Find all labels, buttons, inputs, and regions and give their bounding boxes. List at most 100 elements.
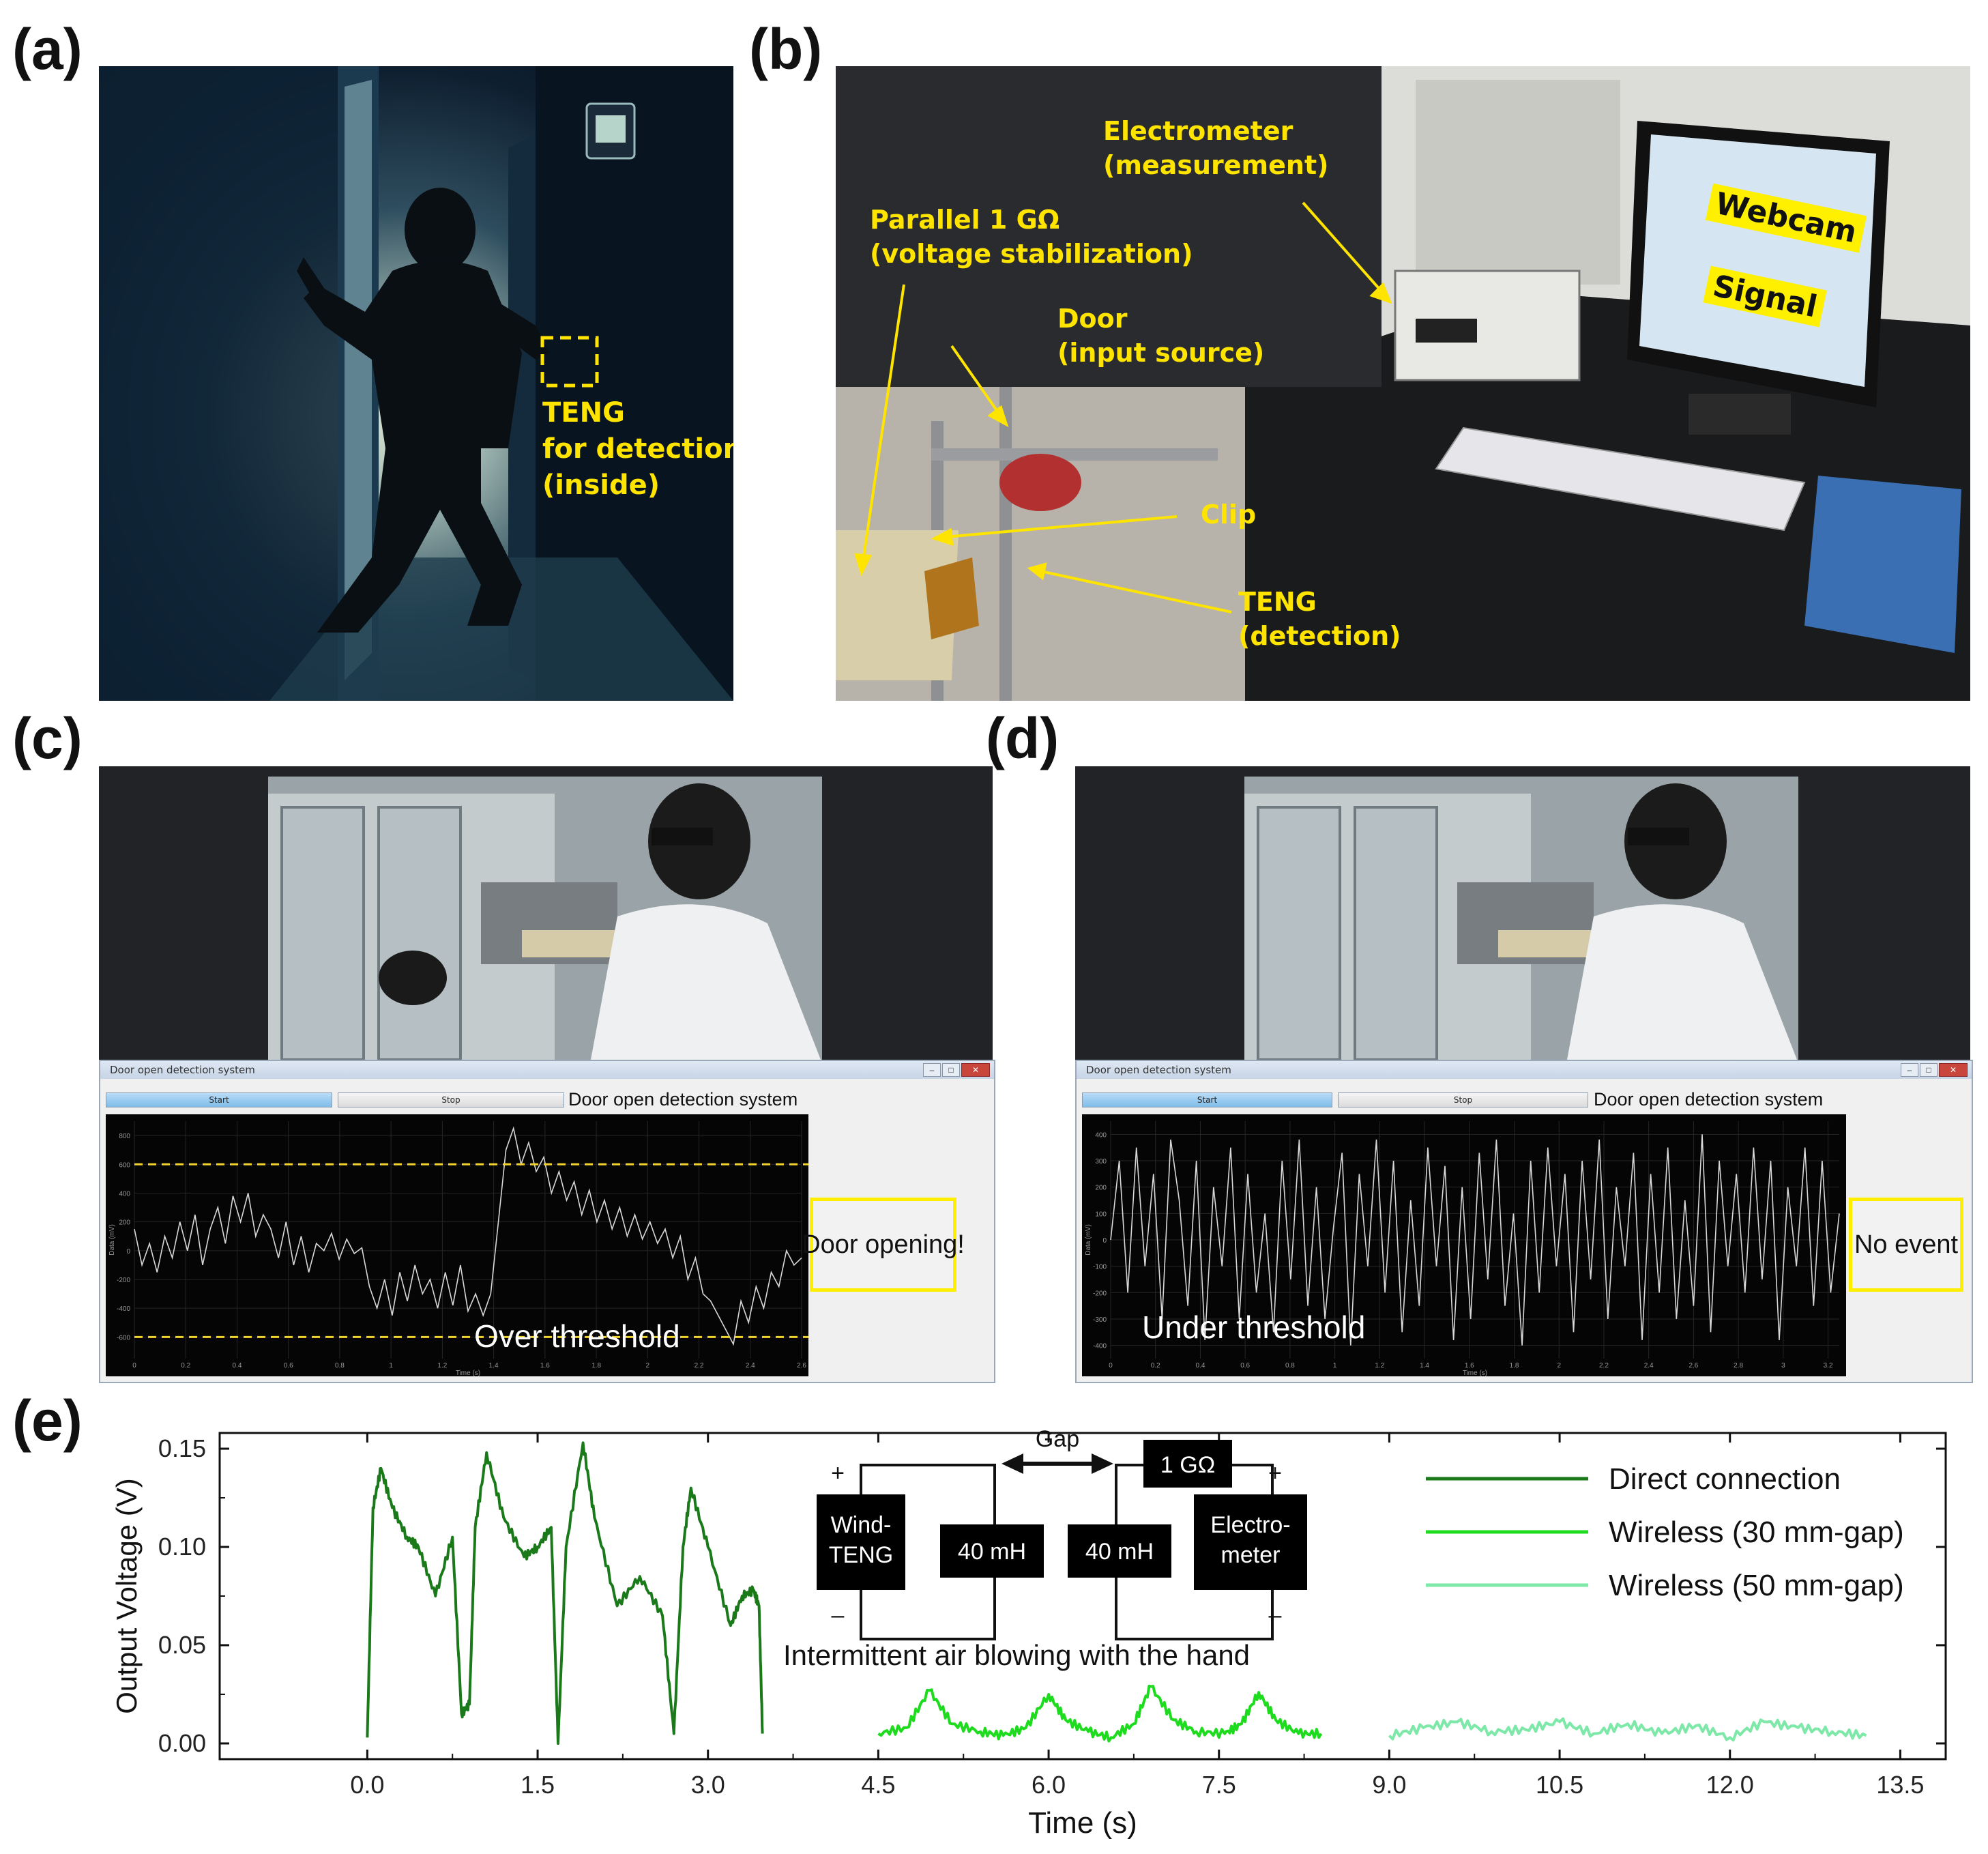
detection-app-window-c: Door open detection system – □ ✕ Start S… [99, 1060, 995, 1383]
close-button-c[interactable]: ✕ [961, 1063, 990, 1077]
meter-block-line1: Electro- [1210, 1512, 1290, 1538]
signal-trace-d [1110, 1134, 1840, 1346]
start-button-c[interactable]: Start [106, 1092, 332, 1107]
status-text-c: Door opening! [802, 1230, 965, 1259]
signal-plot-svg-d: 400 300 200 100 0 -100 -200 -300 -400 0 0.2 0.4 0.6 0… [1085, 1121, 1840, 1377]
signal-plot-d: 400 300 200 100 0 -100 -200 -300 -400 0 0.2 0.4 0.6 0… [1082, 1114, 1846, 1377]
y-tick-label: 0.10 [158, 1533, 206, 1561]
plus-sign-right: + [1268, 1460, 1282, 1486]
series-line-1 [366, 1441, 764, 1745]
y-tick-label-c: 0 [126, 1248, 130, 1256]
resistor-label-line1: Parallel 1 GΩ [870, 205, 1060, 235]
meter-block-line2: meter [1221, 1542, 1281, 1568]
y-tick-label-d: -300 [1093, 1316, 1107, 1324]
x-tick-label-d: 0.8 [1285, 1362, 1295, 1370]
minus-sign-left: – [832, 1602, 845, 1628]
x-tick-label: 0.0 [350, 1771, 384, 1799]
lab-setup-photo: Electrometer (measurement) Parallel 1 GΩ… [836, 66, 1970, 701]
left-inductor-block [940, 1524, 1044, 1578]
resistor-label: Parallel 1 GΩ (voltage stabilization) [870, 203, 1193, 271]
chart-annotation: Intermittent air blowing with the hand [783, 1639, 1250, 1671]
door-label-line2: (input source) [1057, 338, 1265, 368]
panel-label-b: (b) [749, 17, 823, 81]
left-inductor-label: 40 mH [958, 1539, 1026, 1565]
window-controls-d: – □ ✕ [1901, 1063, 1968, 1077]
y-tick-label-c: -600 [117, 1334, 130, 1342]
x-tick-label-d: 0.2 [1151, 1362, 1160, 1370]
x-tick-label-d: 3 [1781, 1362, 1785, 1370]
minimize-button-d[interactable]: – [1901, 1063, 1918, 1077]
plus-sign-left: + [831, 1460, 845, 1486]
electrometer-label-line1: Electrometer [1103, 116, 1293, 146]
x-tick-label-c: 2.2 [695, 1362, 704, 1370]
right-inductor-label: 40 mH [1085, 1539, 1154, 1565]
panel-label-e: (e) [12, 1389, 83, 1453]
x-tick-label-c: 0.4 [233, 1362, 242, 1370]
window-controls-c: – □ ✕ [923, 1063, 990, 1077]
x-tick-label: 6.0 [1032, 1771, 1066, 1799]
x-tick-label-c: 1 [389, 1362, 393, 1370]
app-title-c: Door open detection system [568, 1089, 798, 1110]
x-tick-label-d: 3.2 [1824, 1362, 1833, 1370]
x-tick-label-c: 1.4 [489, 1362, 499, 1370]
panel-label-d: (d) [986, 706, 1059, 770]
gap-arrow-left-head [1002, 1453, 1023, 1474]
right-inductor-block [1068, 1524, 1171, 1578]
teng-annotation-line2: for detection [542, 433, 733, 465]
x-tick-label-d: 1.2 [1375, 1362, 1384, 1370]
stop-button-d[interactable]: Stop [1338, 1092, 1588, 1107]
chart-axes: 0.0 1.5 3.0 4.5 6.0 7.5 9.0 10.5 12.0 13.5 0.00 0.0… [111, 1432, 1947, 1840]
y-tick-label-d: 0 [1102, 1237, 1107, 1245]
y-tick-label-d: -200 [1093, 1290, 1107, 1297]
electrometer-label-line2: (measurement) [1103, 150, 1329, 181]
x-tick-label-d: 1.8 [1510, 1362, 1519, 1370]
teng-annotation: TENG for detection (inside) [542, 395, 733, 503]
y-axis-label-d: Data (mV) [1085, 1224, 1092, 1256]
signal-plot-c: 800 600 400 200 0 -200 -400 -600 0 0.2 0.4 0.6 0.8 1 1… [106, 1114, 808, 1377]
close-button-d[interactable]: ✕ [1939, 1063, 1968, 1077]
door-label: Door (input source) [1057, 302, 1264, 370]
x-tick-label-c: 1.2 [437, 1362, 447, 1370]
lab-setup-scene [836, 66, 1970, 701]
series-line-3 [1388, 1717, 1867, 1742]
status-box-c: Door opening! [802, 1198, 965, 1292]
x-tick-label: 10.5 [1536, 1771, 1583, 1799]
y-tick-label-c: 400 [119, 1190, 130, 1198]
webcam-scene-c [268, 777, 822, 1063]
y-tick-label-d: -100 [1093, 1264, 1107, 1271]
minus-sign-right: – [1269, 1602, 1282, 1628]
x-tick-label-c: 1.8 [591, 1362, 601, 1370]
status-box-d: No event [1849, 1198, 1963, 1292]
y-axis-label-c: Data (mV) [108, 1224, 116, 1256]
x-tick-label-c: 0.6 [284, 1362, 293, 1370]
gap-arrow-right-head [1092, 1453, 1113, 1474]
output-voltage-chart: 0.0 1.5 3.0 4.5 6.0 7.5 9.0 10.5 12.0 13.5 0.00 0.0… [111, 1426, 1947, 1840]
x-tick-label-d: 0.4 [1195, 1362, 1205, 1370]
stop-button-c[interactable]: Stop [338, 1092, 564, 1107]
resistor-label: 1 GΩ [1160, 1452, 1215, 1478]
y-tick-label: 0.05 [158, 1631, 206, 1659]
threshold-text-c: Over threshold [474, 1318, 680, 1354]
minimize-button-c[interactable]: – [923, 1063, 941, 1077]
x-axis-label-c: Time (s) [456, 1370, 480, 1376]
y-tick-label-c: 800 [119, 1133, 130, 1140]
x-tick-label: 13.5 [1876, 1771, 1924, 1799]
teng-block-line2: TENG [829, 1542, 893, 1568]
x-tick-label-c: 0.8 [335, 1362, 345, 1370]
y-tick-label: 0.00 [158, 1729, 206, 1757]
chart-series [366, 1441, 1867, 1745]
x-tick-label-c: 2 [646, 1362, 650, 1370]
legend-label-3: Wireless (50 mm-gap) [1609, 1569, 1904, 1602]
x-tick-label: 9.0 [1372, 1771, 1406, 1799]
legend-label-1: Direct connection [1609, 1462, 1841, 1496]
start-button-d[interactable]: Start [1082, 1092, 1332, 1107]
window-titlebar-d: Door open detection system [1077, 1061, 1972, 1079]
x-tick-label-c: 2.6 [797, 1362, 806, 1370]
teng-annotation-line3: (inside) [542, 469, 660, 501]
x-tick-label-d: 2 [1557, 1362, 1561, 1370]
teng-block-line1: Wind- [831, 1512, 892, 1538]
maximize-button-d[interactable]: □ [1920, 1063, 1938, 1077]
maximize-button-c[interactable]: □ [942, 1063, 960, 1077]
y-tick-label-c: 200 [119, 1219, 130, 1227]
resistor-label-line2: (voltage stabilization) [870, 239, 1193, 270]
